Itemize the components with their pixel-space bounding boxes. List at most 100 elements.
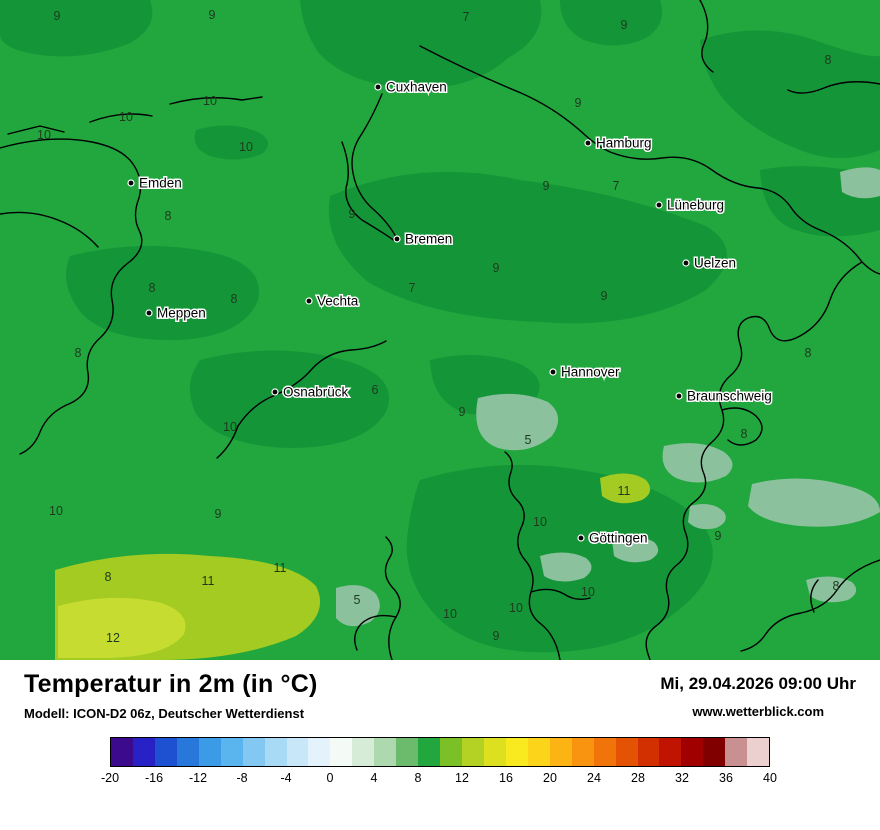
city-label: Meppen — [157, 306, 206, 321]
colorbar-segment — [527, 738, 550, 766]
city-dot — [584, 139, 592, 147]
map-region — [700, 30, 880, 159]
temperature-value: 8 — [741, 427, 748, 441]
city-dot — [271, 388, 279, 396]
city-marker-uelzen: Uelzen — [682, 254, 738, 272]
colorbar-tick: 28 — [631, 771, 645, 785]
temperature-value: 10 — [443, 607, 457, 621]
map-region — [688, 504, 726, 530]
colorbar-tick: 24 — [587, 771, 601, 785]
temperature-value: 9 — [209, 8, 216, 22]
city-dot — [374, 83, 382, 91]
city-dot — [682, 259, 690, 267]
map-region — [476, 393, 559, 451]
model-info: Modell: ICON-D2 06z, Deutscher Wetterdie… — [24, 706, 305, 721]
colorbar-segment — [440, 738, 462, 766]
city-label: Hamburg — [596, 136, 652, 151]
temperature-value: 9 — [575, 96, 582, 110]
map-region — [66, 245, 259, 341]
map-region — [560, 0, 663, 46]
colorbar-segment — [615, 738, 638, 766]
temperature-value: 5 — [354, 593, 361, 607]
temperature-value: 11 — [274, 561, 287, 575]
map-dark-green-regions — [0, 0, 880, 653]
city-label: Lüneburg — [667, 198, 724, 213]
city-dot — [305, 297, 313, 305]
city-dot — [145, 309, 153, 317]
temperature-value: 11 — [618, 484, 631, 498]
colorbar-segment — [483, 738, 506, 766]
colorbar-segment — [132, 738, 155, 766]
temperature-value: 8 — [833, 579, 840, 593]
island-outline — [169, 96, 263, 105]
temperature-value: 9 — [493, 261, 500, 275]
city-dot — [549, 368, 557, 376]
footer-left: Temperatur in 2m (in °C) Modell: ICON-D2… — [24, 670, 318, 721]
temperature-value: 8 — [805, 346, 812, 360]
map-region — [806, 576, 857, 603]
temperature-value: 8 — [105, 570, 112, 584]
temperature-value: 8 — [825, 53, 832, 67]
colorbar-segment — [220, 738, 243, 766]
weather-map-container: 9 9 7 9 8 10 10 9 10 10 9 7 8 9 9 8 8 7 9 8 8 6 9 10 5 8 11 10 9 10 9 1… — [0, 0, 880, 660]
border-segment — [384, 536, 401, 660]
border-segment — [740, 559, 880, 652]
city-marker-meppen: Meppen — [145, 304, 207, 322]
website-label: www.wetterblick.com — [692, 704, 825, 719]
temperature-value: 9 — [621, 18, 628, 32]
city-label: Emden — [139, 176, 182, 191]
colorbar-tick: 36 — [719, 771, 733, 785]
border-segment — [530, 588, 591, 601]
city-dot — [675, 392, 683, 400]
colorbar-segment — [462, 738, 484, 766]
map-region — [540, 552, 592, 582]
city-label: Uelzen — [694, 256, 736, 271]
border-segment — [721, 407, 763, 446]
colorbar-tick: 12 — [455, 771, 469, 785]
temperature-value: 10 — [239, 140, 253, 154]
temperature-value: 6 — [372, 383, 379, 397]
border-segment — [354, 614, 397, 651]
city-label: Hannover — [561, 365, 620, 380]
city-marker-emden: Emden — [127, 174, 183, 192]
weser-river-west — [341, 141, 396, 242]
map-region — [840, 167, 880, 199]
map-cool-gray-regions — [336, 167, 880, 627]
map-region — [662, 443, 733, 483]
colorbar-segment — [330, 738, 353, 766]
temperature-value: 10 — [203, 94, 217, 108]
temperature-value: 8 — [75, 346, 82, 360]
city-marker-osnabrück: Osnabrück — [271, 383, 350, 401]
temperature-value: 5 — [525, 433, 532, 447]
temperature-value: 8 — [165, 209, 172, 223]
map-region — [336, 585, 380, 627]
colorbar-tick: -4 — [280, 771, 292, 785]
colorbar-segment — [725, 738, 748, 766]
colorbar-segment — [176, 738, 199, 766]
colorbar-segment — [352, 738, 375, 766]
colorbar-segment — [747, 738, 770, 766]
city-markers: Cuxhaven Hamburg Emden Lüneburg Bremen Uelzen… — [127, 78, 773, 547]
city-label: Braunschweig — [687, 389, 772, 404]
colorbar-segment — [571, 738, 594, 766]
colorbar-tick: 4 — [370, 771, 378, 785]
temperature-value: 9 — [54, 9, 61, 23]
colorbar-segment — [396, 738, 419, 766]
temperature-value: 7 — [463, 10, 470, 24]
island-outline — [89, 113, 153, 123]
footer-header: Temperatur in 2m (in °C) Modell: ICON-D2… — [24, 670, 856, 721]
city-marker-bremen: Bremen — [393, 230, 454, 248]
border-segment — [699, 0, 714, 73]
map-bright-yellow-regions — [58, 597, 186, 658]
colorbar-segment — [505, 738, 528, 766]
colorbar-segment — [286, 738, 309, 766]
map-region — [328, 171, 727, 324]
elbe-river — [419, 45, 880, 275]
map-region — [600, 473, 651, 504]
colorbar-segment — [593, 738, 616, 766]
colorbar-segment — [418, 738, 441, 766]
colorbar-tick: 20 — [543, 771, 557, 785]
eastern-state-border — [645, 261, 863, 660]
